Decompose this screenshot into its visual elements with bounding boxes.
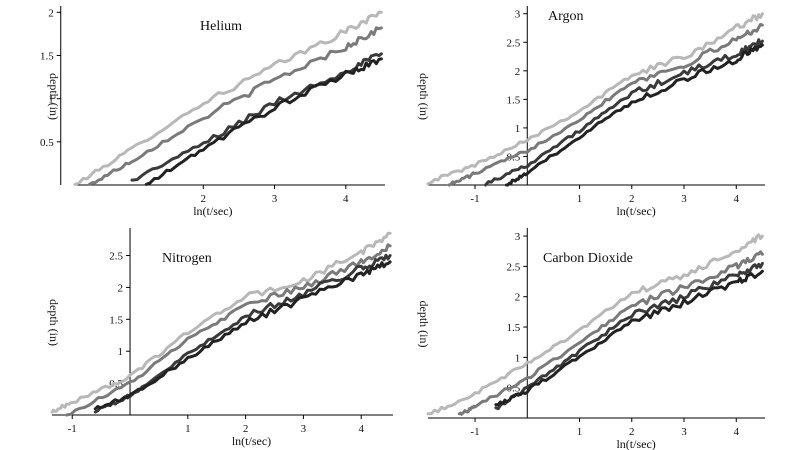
series-line-4 bbox=[494, 269, 764, 407]
y-tick-label: 2.5 bbox=[507, 37, 521, 49]
series-line-4 bbox=[504, 43, 764, 187]
x-tick-label: 2 bbox=[201, 193, 207, 205]
x-axis-label: ln(t/sec) bbox=[616, 437, 655, 450]
x-tick-label: 3 bbox=[681, 193, 687, 205]
panel-3: -1 1 2 3 40.511.522.5ln(t/sec)depth (in)Nitr… bbox=[47, 228, 393, 448]
x-axis-label: ln(t/sec) bbox=[616, 204, 655, 218]
y-tick-label: 1 bbox=[48, 94, 54, 106]
series-line-4 bbox=[93, 260, 392, 411]
series-line-3 bbox=[484, 38, 764, 187]
y-tick-label: 1.5 bbox=[507, 322, 521, 334]
y-tick-label: 3 bbox=[515, 231, 521, 243]
x-tick-label: 1 bbox=[185, 423, 191, 435]
panel-title: Argon bbox=[548, 9, 584, 24]
y-tick-label: 2 bbox=[118, 282, 124, 294]
x-tick-label: 3 bbox=[681, 426, 687, 438]
series-line-4 bbox=[144, 57, 383, 186]
x-tick-label: 2 bbox=[629, 193, 635, 205]
x-tick-label: -1 bbox=[68, 423, 77, 435]
x-tick-label: 2 bbox=[243, 423, 249, 435]
x-tick-label: 1 bbox=[577, 193, 583, 205]
y-tick-label: 2 bbox=[515, 292, 521, 304]
y-tick-label: 1.5 bbox=[40, 50, 54, 62]
panel-title: Carbon Dioxide bbox=[543, 251, 633, 266]
series-line-2 bbox=[87, 26, 383, 186]
x-tick-label: -1 bbox=[470, 426, 479, 438]
series-line-3 bbox=[494, 261, 764, 411]
y-axis-label: depth (in) bbox=[417, 301, 431, 348]
series-line-2 bbox=[457, 250, 764, 416]
x-tick-label: 2 bbox=[629, 426, 635, 438]
y-tick-label: 1 bbox=[515, 352, 521, 364]
x-tick-label: 4 bbox=[734, 193, 740, 205]
x-tick-label: 3 bbox=[272, 193, 278, 205]
y-tick-label: 2 bbox=[515, 66, 521, 78]
panel-title: Helium bbox=[200, 19, 242, 34]
x-tick-label: -1 bbox=[470, 193, 479, 205]
y-tick-label: 2.5 bbox=[507, 261, 521, 273]
y-tick-label: 1 bbox=[118, 346, 124, 358]
y-tick-label: 2 bbox=[48, 7, 54, 19]
y-tick-label: 2.5 bbox=[109, 251, 123, 263]
series-line-1 bbox=[426, 233, 764, 416]
x-tick-label: 1 bbox=[577, 426, 583, 438]
x-tick-label: 4 bbox=[343, 193, 349, 205]
y-axis-label: depth (in) bbox=[417, 73, 431, 120]
y-axis-label: depth (in) bbox=[47, 299, 61, 346]
y-tick-label: 1.5 bbox=[109, 314, 123, 326]
y-axis-label: depth (in) bbox=[47, 73, 61, 120]
x-tick-label: 4 bbox=[734, 426, 740, 438]
series-line-2 bbox=[64, 243, 392, 417]
series-line-1 bbox=[73, 10, 383, 186]
series-line-1 bbox=[50, 231, 392, 414]
y-tick-label: 1.5 bbox=[507, 94, 521, 106]
series-line-2 bbox=[447, 22, 764, 187]
series-line-3 bbox=[130, 52, 383, 182]
y-tick-label: 1 bbox=[515, 123, 521, 135]
x-tick-label: 4 bbox=[358, 423, 364, 435]
x-tick-label: 3 bbox=[301, 423, 307, 435]
series-line-1 bbox=[426, 12, 764, 186]
y-tick-label: 3 bbox=[515, 9, 521, 21]
y-tick-label: 0.5 bbox=[40, 137, 54, 149]
x-axis-label: ln(t/sec) bbox=[232, 434, 271, 448]
x-axis-label: ln(t/sec) bbox=[193, 204, 232, 218]
panel-title: Nitrogen bbox=[162, 251, 212, 266]
